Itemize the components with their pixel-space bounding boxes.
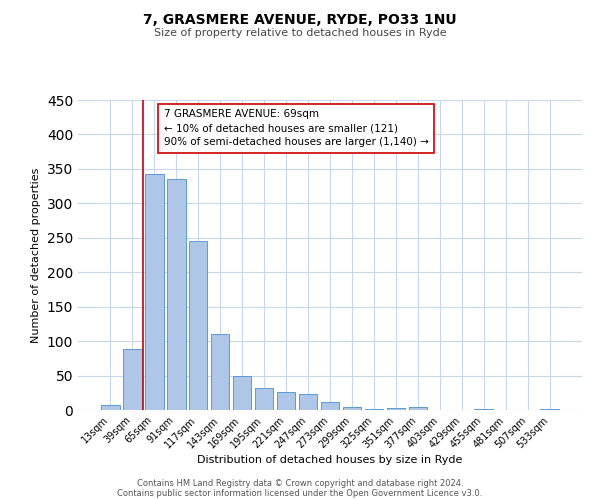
Text: Size of property relative to detached houses in Ryde: Size of property relative to detached ho… bbox=[154, 28, 446, 38]
Bar bbox=[101, 405, 119, 410]
Bar bbox=[233, 376, 251, 410]
Text: Contains HM Land Registry data © Crown copyright and database right 2024.: Contains HM Land Registry data © Crown c… bbox=[137, 478, 463, 488]
Bar bbox=[365, 408, 383, 410]
Bar bbox=[167, 179, 185, 410]
Text: 7, GRASMERE AVENUE, RYDE, PO33 1NU: 7, GRASMERE AVENUE, RYDE, PO33 1NU bbox=[143, 12, 457, 26]
Bar bbox=[145, 174, 164, 410]
Bar bbox=[123, 348, 142, 410]
Bar bbox=[386, 408, 405, 410]
Bar bbox=[409, 407, 427, 410]
Bar bbox=[343, 406, 361, 410]
Text: Contains public sector information licensed under the Open Government Licence v3: Contains public sector information licen… bbox=[118, 488, 482, 498]
Bar bbox=[211, 334, 229, 410]
X-axis label: Distribution of detached houses by size in Ryde: Distribution of detached houses by size … bbox=[197, 456, 463, 466]
Bar bbox=[277, 392, 295, 410]
Y-axis label: Number of detached properties: Number of detached properties bbox=[31, 168, 41, 342]
Bar bbox=[189, 241, 208, 410]
Bar bbox=[299, 394, 317, 410]
Bar bbox=[320, 402, 340, 410]
Bar bbox=[255, 388, 274, 410]
Text: 7 GRASMERE AVENUE: 69sqm
← 10% of detached houses are smaller (121)
90% of semi-: 7 GRASMERE AVENUE: 69sqm ← 10% of detach… bbox=[164, 110, 428, 148]
